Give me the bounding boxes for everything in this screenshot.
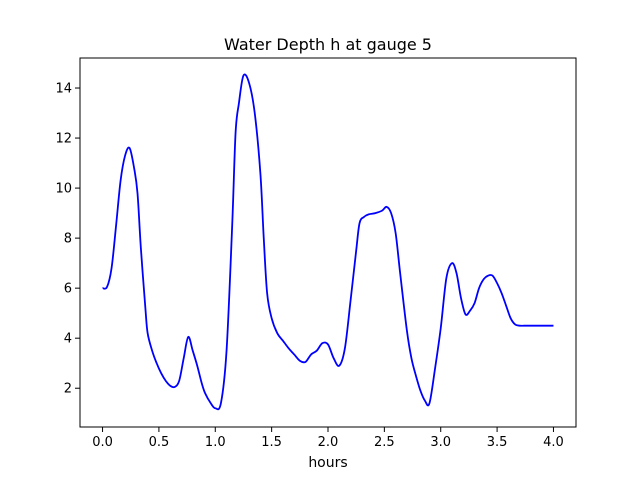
y-tick-label: 8: [64, 232, 72, 247]
x-tick-label: 2.0: [318, 435, 339, 450]
plot-frame: [79, 57, 577, 428]
plot-area: [80, 58, 576, 427]
y-tick-label: 12: [55, 132, 72, 147]
y-tick-label: 14: [55, 82, 72, 97]
y-axis: 2 4 6 8 10 12 14: [55, 82, 80, 397]
x-tick-label: 3.5: [487, 435, 508, 450]
y-tick-label: 4: [64, 332, 72, 347]
x-tick-label: 1.0: [205, 435, 226, 450]
x-tick-label: 0.5: [149, 435, 170, 450]
y-tick-label: 2: [64, 382, 72, 397]
x-tick-label: 0.0: [92, 435, 113, 450]
y-tick-label: 6: [64, 282, 72, 297]
y-tick-label: 10: [55, 182, 72, 197]
series-layer: [102, 73, 554, 411]
x-tick-label: 3.0: [430, 435, 451, 450]
chart-title: Water Depth h at gauge 5: [224, 35, 432, 54]
x-axis-label: hours: [308, 455, 347, 471]
x-tick-label: 1.5: [261, 435, 282, 450]
x-axis: 0.0 0.5 1.0 1.5 2.0 2.5 3.0 3.5 4.0: [92, 427, 564, 450]
x-tick-label: 4.0: [543, 435, 564, 450]
series-line: [102, 73, 554, 411]
x-tick-label: 2.5: [374, 435, 395, 450]
